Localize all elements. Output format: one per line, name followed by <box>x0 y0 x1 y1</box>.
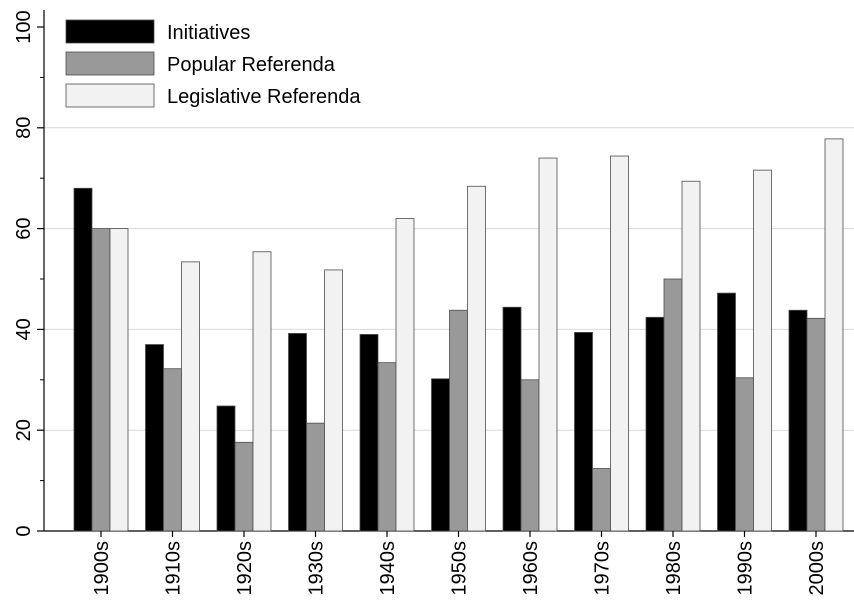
bar-popular-referenda <box>592 468 611 532</box>
bar-legislative-referenda <box>395 218 415 532</box>
x-tick-label: 1900s <box>91 541 113 596</box>
bar-popular-referenda <box>306 422 325 532</box>
y-tick-label: 40 <box>13 318 35 340</box>
y-tick-label: 60 <box>13 217 35 239</box>
x-tick-label: 1940s <box>377 541 399 596</box>
bar-popular-referenda <box>163 368 182 532</box>
x-tick-label: 1920s <box>234 541 256 596</box>
bar-popular-referenda <box>520 379 540 532</box>
bar-legislative-referenda <box>753 169 772 532</box>
bar-legislative-referenda <box>252 251 272 532</box>
bar-popular-referenda <box>806 317 826 532</box>
x-tick-label: 1960s <box>520 541 542 596</box>
bar-initiatives <box>73 187 93 532</box>
bar-legislative-referenda <box>324 269 343 532</box>
legend-swatch <box>65 83 155 108</box>
bar-popular-referenda <box>234 441 254 532</box>
bar-initiatives <box>502 306 522 532</box>
bar-initiatives <box>431 378 450 532</box>
x-tick-label: 1930s <box>306 541 328 596</box>
bar-legislative-referenda <box>824 138 844 532</box>
legend: Initiatives Popular Referenda Legislative … <box>65 19 361 108</box>
y-tick-label: 100 <box>13 10 35 43</box>
legend-label: Initiatives <box>167 22 250 44</box>
bar-initiatives <box>288 333 307 532</box>
bar-initiatives <box>717 292 736 532</box>
bar-initiatives <box>574 332 593 532</box>
bar-initiatives <box>359 334 379 532</box>
legend-swatch <box>65 51 155 76</box>
bar-popular-referenda <box>663 278 683 532</box>
x-tick-label: 2000s <box>806 541 828 596</box>
bar-popular-referenda <box>735 377 754 532</box>
bar-popular-referenda <box>377 362 397 532</box>
legend-swatch <box>65 19 155 44</box>
x-tick-label: 1970s <box>592 541 614 596</box>
x-tick-label: 1980s <box>663 541 685 596</box>
legend-label: Legislative Referenda <box>167 86 361 108</box>
bar-legislative-referenda <box>538 157 558 532</box>
bar-legislative-referenda <box>109 228 129 532</box>
bar-popular-referenda <box>449 309 468 532</box>
x-ticks: 1900s 1910s 1920s 1930s 1940s 1950s 1960s 1970s… <box>91 531 828 596</box>
bar-popular-referenda <box>91 228 111 532</box>
bars <box>73 138 844 532</box>
y-tick-label: 20 <box>13 419 35 441</box>
bar-legislative-referenda <box>610 155 629 532</box>
y-tick-label: 0 <box>13 525 35 536</box>
x-tick-label: 1990s <box>735 541 757 596</box>
x-tick-label: 1950s <box>449 541 471 596</box>
y-tick-label: 80 <box>13 117 35 139</box>
bar-initiatives <box>645 316 665 532</box>
bar-initiatives <box>788 309 808 532</box>
legend-label: Popular Referenda <box>167 54 336 76</box>
bar-initiatives <box>216 405 236 532</box>
bar-legislative-referenda <box>681 180 701 532</box>
x-tick-label: 1910s <box>163 541 185 596</box>
bar-legislative-referenda <box>181 261 200 532</box>
y-axis: 0 20 40 60 80 100 <box>13 10 45 537</box>
bar-legislative-referenda <box>467 185 486 532</box>
bar-initiatives <box>145 344 164 532</box>
